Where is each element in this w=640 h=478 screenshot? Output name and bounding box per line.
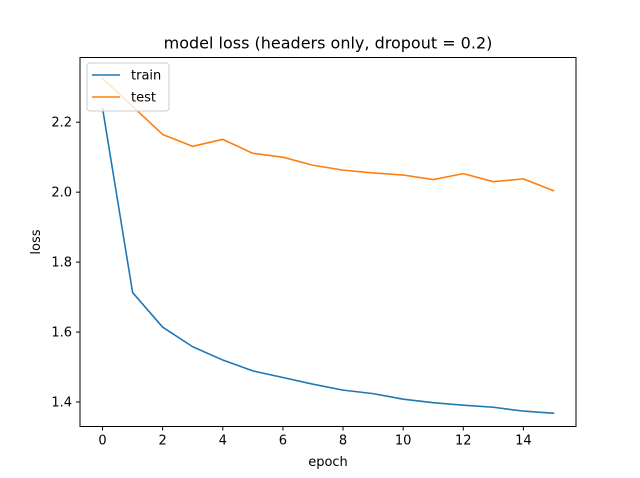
x-tick-label: 14 — [515, 434, 532, 449]
legend: train test — [86, 62, 170, 112]
y-axis-ticks: 1.4 1.6 1.8 2.0 2.2 — [51, 116, 80, 411]
y-tick-label: 1.8 — [51, 256, 72, 271]
x-tick-label: 10 — [395, 434, 412, 449]
y-tick-label: 2.0 — [51, 186, 72, 201]
x-axis-ticks: 0 2 4 6 8 10 12 14 — [98, 426, 532, 449]
legend-label-train: train — [131, 69, 161, 84]
plot-frame — [79, 57, 577, 427]
chart-title: model loss (headers only, dropout = 0.2) — [164, 34, 493, 53]
y-tick-label: 1.6 — [51, 326, 72, 341]
x-tick-label: 0 — [98, 434, 106, 449]
plot-area — [79, 57, 577, 427]
y-tick-label: 2.2 — [51, 116, 72, 131]
legend-items: train test — [92, 69, 161, 106]
x-tick-label: 4 — [219, 434, 227, 449]
series-line-test — [101, 77, 555, 192]
series-line-train — [101, 107, 555, 415]
x-tick-label: 12 — [455, 434, 472, 449]
x-tick-label: 8 — [339, 434, 347, 449]
x-axis-label: epoch — [308, 455, 348, 470]
y-axis-label: loss — [29, 229, 44, 254]
x-tick-label: 2 — [159, 434, 167, 449]
y-tick-label: 1.4 — [51, 396, 72, 411]
plot-background — [80, 57, 576, 427]
legend-label-test: test — [131, 91, 156, 106]
x-tick-label: 6 — [279, 434, 287, 449]
series-layer — [101, 77, 555, 415]
